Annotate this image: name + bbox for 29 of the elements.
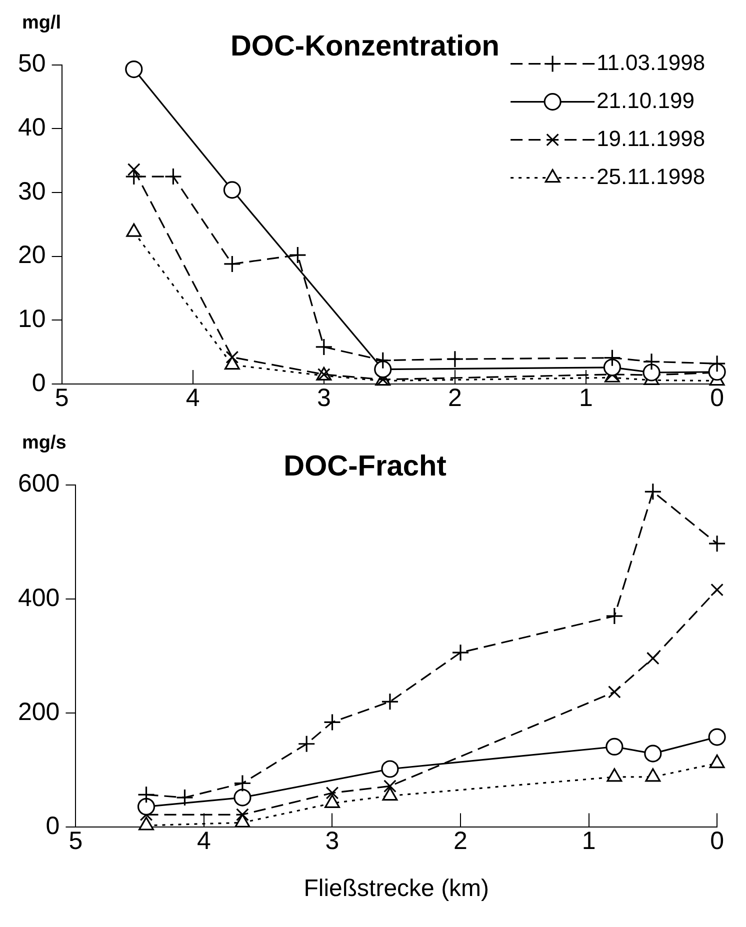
x-axis-title: Fließstrecke (km) [304, 875, 490, 902]
x-tick-label: 0 [710, 384, 724, 412]
y-tick-label: 40 [18, 114, 46, 142]
legend-label: 21.10.199 [596, 88, 694, 113]
y-axis-title: mg/l [22, 12, 62, 34]
y-tick-label: 30 [18, 177, 46, 206]
x-tick-label: 4 [197, 827, 212, 856]
x-tick-label: 4 [186, 384, 200, 412]
x-tick-label: 5 [68, 827, 83, 856]
y-tick-label: 20 [18, 241, 46, 270]
x-tick-label: 1 [582, 827, 596, 856]
legend-label: 19.11.1998 [596, 126, 706, 151]
x-tick-label: 2 [454, 827, 468, 856]
chart-title: DOC-Konzentration [230, 30, 500, 62]
x-tick-label: 0 [710, 827, 724, 856]
x-tick-label: 3 [325, 827, 340, 856]
y-tick-label: 10 [18, 305, 46, 334]
y-tick-label: 600 [18, 470, 60, 498]
x-tick-label: 1 [579, 384, 593, 412]
x-tick-label: 5 [54, 384, 69, 412]
y-tick-label: 200 [18, 698, 60, 726]
y-axis-title: mg/s [22, 432, 66, 454]
legend-label: 11.03.1998 [596, 50, 706, 75]
chart-title: DOC-Fracht [284, 450, 447, 482]
y-tick-label: 400 [18, 584, 60, 612]
y-tick-label: 50 [18, 50, 46, 78]
legend-label: 25.11.1998 [596, 164, 706, 189]
x-tick-label: 2 [448, 384, 462, 412]
x-tick-label: 3 [316, 384, 331, 412]
